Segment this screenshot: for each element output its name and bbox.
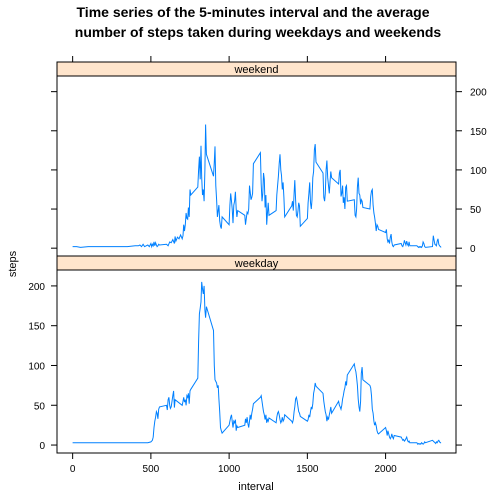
y-tick-label-weekday-50: 50 <box>34 401 46 412</box>
x-tick-label-1000: 1000 <box>218 464 241 475</box>
y-tick-label-weekday-0: 0 <box>39 441 45 452</box>
x-tick-label-0: 0 <box>70 464 76 475</box>
series-line-weekday <box>72 281 442 446</box>
strip-weekday <box>57 256 456 270</box>
y-axis-label: steps <box>7 250 19 277</box>
y-tick-label-weekday-150: 150 <box>28 322 45 333</box>
y-tick-label-weekday-200: 200 <box>28 282 45 293</box>
strip-label-weekend: weekend <box>233 64 278 76</box>
y-tick-label-weekend-100: 100 <box>470 166 487 177</box>
chart-title-line-1: Time series of the 5-minutes interval an… <box>77 4 430 20</box>
x-tick-label-1500: 1500 <box>296 464 319 475</box>
strip-label-weekday: weekday <box>234 258 279 270</box>
x-tick-label-500: 500 <box>143 464 160 475</box>
x-tick-label-2000: 2000 <box>374 464 397 475</box>
strip-weekend <box>57 62 456 76</box>
panel-frame-weekday <box>56 255 457 454</box>
series-line-weekend <box>72 124 442 249</box>
y-tick-label-weekend-200: 200 <box>470 88 487 99</box>
x-axis-label: interval <box>238 481 273 493</box>
y-tick-label-weekend-50: 50 <box>470 205 482 216</box>
y-tick-label-weekend-0: 0 <box>470 244 476 255</box>
y-tick-label-weekday-100: 100 <box>28 361 45 372</box>
y-tick-label-weekend-150: 150 <box>470 127 487 138</box>
chart-title-line-2: number of steps taken during weekdays an… <box>75 24 442 40</box>
